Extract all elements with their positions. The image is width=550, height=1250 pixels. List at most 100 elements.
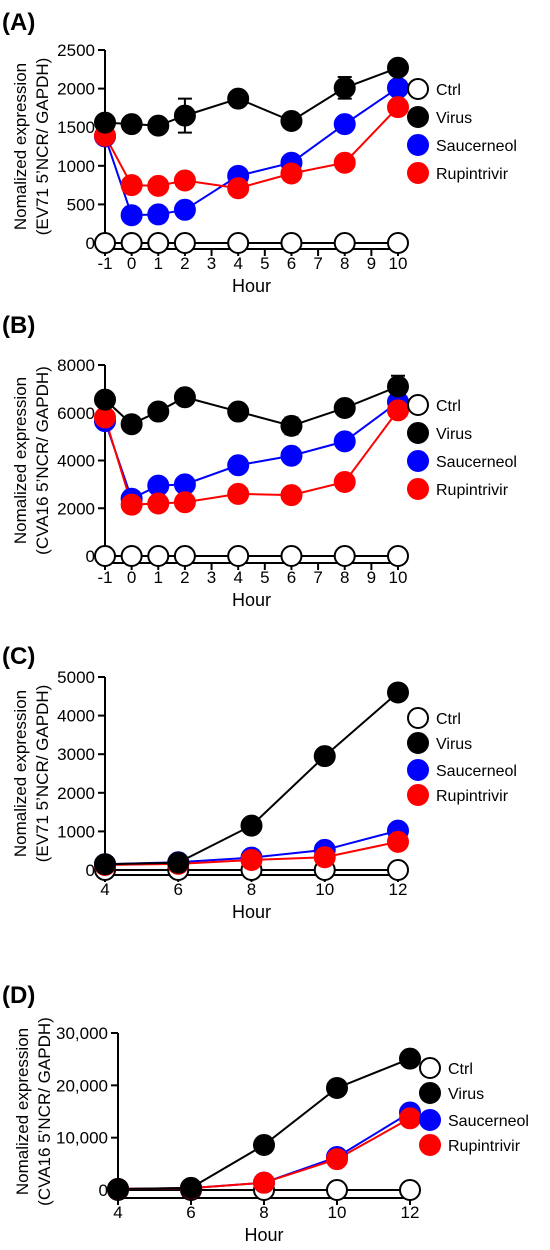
x-tick-label: 10 bbox=[315, 880, 334, 899]
legend-marker bbox=[407, 422, 429, 444]
data-point-virus bbox=[253, 1133, 275, 1156]
data-point-virus bbox=[147, 114, 170, 137]
x-axis-label: Hour bbox=[232, 902, 271, 922]
panel-label: (D) bbox=[2, 982, 35, 1009]
x-tick-label: 4 bbox=[113, 1203, 122, 1222]
x-tick-label: 6 bbox=[287, 568, 296, 587]
y-tick-label: 8000 bbox=[57, 356, 95, 375]
data-point-rupintrivir bbox=[326, 1148, 348, 1171]
data-point-ctrl bbox=[387, 859, 409, 881]
x-tick-label: -1 bbox=[97, 254, 112, 273]
x-tick-label: 4 bbox=[233, 568, 242, 587]
data-point-saucerneol bbox=[333, 113, 356, 136]
y-tick-label: 0 bbox=[86, 547, 95, 566]
data-point-virus bbox=[227, 400, 250, 423]
legend-label: Ctrl bbox=[436, 82, 461, 99]
x-tick-label: 12 bbox=[389, 880, 408, 899]
legend-label: Saucerneol bbox=[436, 763, 517, 780]
legend-marker bbox=[407, 759, 429, 781]
panel-label: (A) bbox=[2, 9, 35, 36]
y-axis-label: (EV71 5’NCR/ GAPDH) bbox=[33, 58, 52, 236]
y-tick-label: 5000 bbox=[57, 668, 95, 687]
y-tick-label: 2000 bbox=[57, 784, 95, 803]
y-axis-label: (CVA16 5’NCR/ GAPDH) bbox=[35, 1017, 54, 1206]
data-point-rupintrivir bbox=[147, 174, 170, 197]
data-point-rupintrivir bbox=[387, 830, 409, 853]
x-tick-label: 0 bbox=[127, 568, 136, 587]
x-tick-label: 4 bbox=[100, 880, 109, 899]
legend-marker bbox=[407, 478, 429, 500]
y-tick-label: 4000 bbox=[57, 707, 95, 726]
data-point-saucerneol bbox=[280, 444, 303, 467]
x-tick-label: 8 bbox=[340, 568, 349, 587]
data-point-virus bbox=[227, 87, 250, 110]
y-tick-label: 1000 bbox=[57, 822, 95, 841]
data-point-virus bbox=[167, 851, 190, 874]
series-line-saucerneol bbox=[104, 87, 399, 217]
x-tick-label: 7 bbox=[313, 568, 322, 587]
series-line-virus bbox=[104, 691, 399, 866]
y-tick-label: 2000 bbox=[57, 80, 95, 99]
x-tick-label: 6 bbox=[174, 880, 183, 899]
legend-label: Rupintrivir bbox=[436, 166, 509, 183]
data-point-ctrl bbox=[94, 545, 116, 567]
data-point-saucerneol bbox=[227, 454, 250, 477]
legend-marker bbox=[407, 162, 429, 184]
data-point-virus bbox=[280, 110, 303, 133]
data-point-virus bbox=[107, 1177, 129, 1200]
x-tick-label: 7 bbox=[313, 254, 322, 273]
legend-marker bbox=[407, 134, 429, 156]
data-point-rupintrivir bbox=[120, 493, 143, 516]
y-tick-label: 10,000 bbox=[56, 1129, 108, 1148]
y-axis-label: (EV71 5’NCR/ GAPDH) bbox=[33, 685, 52, 863]
data-point-rupintrivir bbox=[313, 846, 336, 869]
legend-label: Virus bbox=[436, 110, 472, 127]
data-point-ctrl bbox=[227, 232, 250, 254]
data-point-virus bbox=[94, 853, 116, 876]
x-tick-label: 4 bbox=[233, 254, 242, 273]
data-point-ctrl bbox=[173, 545, 196, 567]
y-axis-label: Nomalized expression bbox=[11, 377, 30, 544]
legend-label: Saucerneol bbox=[436, 138, 517, 155]
legend-marker bbox=[407, 784, 429, 806]
legend-marker bbox=[419, 1109, 441, 1131]
legend-marker bbox=[407, 78, 429, 100]
legend-label: Virus bbox=[448, 1086, 484, 1103]
y-tick-label: 1500 bbox=[57, 118, 95, 137]
data-point-virus bbox=[333, 396, 356, 419]
data-point-ctrl bbox=[280, 545, 303, 567]
x-tick-label: 10 bbox=[389, 568, 408, 587]
data-point-rupintrivir bbox=[280, 484, 303, 507]
data-point-virus bbox=[94, 388, 116, 411]
x-tick-label: 0 bbox=[127, 254, 136, 273]
data-point-rupintrivir bbox=[147, 492, 170, 515]
data-point-rupintrivir bbox=[399, 1107, 421, 1130]
data-point-saucerneol bbox=[173, 198, 196, 221]
x-tick-label: 9 bbox=[367, 568, 376, 587]
data-point-rupintrivir bbox=[173, 169, 196, 192]
x-tick-label: 10 bbox=[328, 1203, 347, 1222]
legend-marker bbox=[407, 732, 429, 754]
x-tick-label: 5 bbox=[260, 254, 269, 273]
x-tick-label: 5 bbox=[260, 568, 269, 587]
data-point-ctrl bbox=[120, 545, 143, 567]
series-line-virus bbox=[117, 1057, 411, 1190]
chart-panel-d: (D) 0 10,000 20,000 30,000 4 6 8 10 12 Hour Nomaliz… bbox=[2, 982, 529, 1245]
data-point-virus bbox=[399, 1047, 421, 1070]
x-tick-label: 8 bbox=[247, 880, 256, 899]
data-point-virus bbox=[94, 111, 116, 134]
x-tick-label: 2 bbox=[180, 254, 189, 273]
y-axis-label: Nomalized expression bbox=[11, 63, 30, 230]
data-point-virus bbox=[387, 681, 409, 704]
data-point-virus bbox=[240, 814, 263, 837]
legend-marker bbox=[407, 106, 429, 128]
x-tick-label: 3 bbox=[207, 254, 216, 273]
data-point-virus bbox=[387, 56, 409, 79]
data-point-saucerneol bbox=[120, 204, 143, 227]
data-point-ctrl bbox=[147, 545, 170, 567]
data-point-virus bbox=[180, 1176, 202, 1199]
x-axis-label: Hour bbox=[232, 276, 271, 296]
